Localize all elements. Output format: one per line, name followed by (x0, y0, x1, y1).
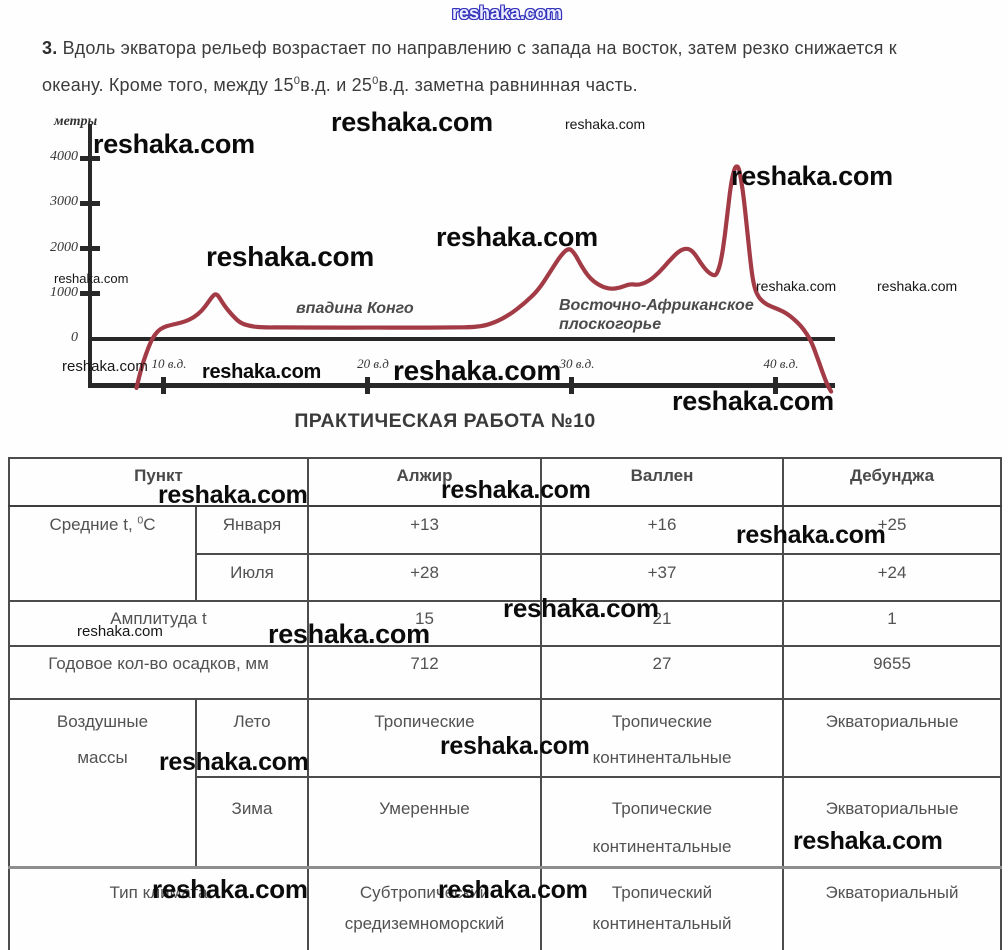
cell-value: Субтропический средиземноморский (307, 866, 542, 950)
annotation-east-african-plateau: Восточно-Африканское плоскогорье (559, 297, 754, 333)
cell-value: +24 (782, 553, 1002, 602)
y-tick-label: 4000 (50, 149, 78, 164)
table-row: Воздушные массы Лето Тропические Тропиче… (8, 698, 1002, 869)
y-axis-tick (80, 246, 100, 251)
watermark: reshaka.com (756, 278, 837, 294)
y-axis-tick (80, 291, 100, 297)
cell-value: +37 (540, 553, 784, 602)
header-vallen: Валлен (540, 457, 784, 507)
y-axis-tick (80, 155, 100, 161)
y-tick-label: 1000 (50, 284, 78, 300)
y-tick-label: 3000 (50, 194, 78, 210)
x-axis-tick (772, 377, 778, 394)
table-row: Зима Умеренные Тропические континентальн… (9, 776, 1002, 869)
cell-value: Экваториальные (782, 776, 1002, 869)
table-row: Июля +28 +37 +24 (9, 553, 1002, 602)
x-axis-tick (364, 377, 370, 394)
header-algiers: Алжир (307, 457, 542, 507)
cell-value: Экваториальные (782, 698, 1002, 778)
row-label-climate-type: Тип климата (8, 866, 309, 950)
y-axis-line (88, 124, 92, 388)
row-label-summer: Лето (195, 698, 309, 778)
cell-value: Тропические (307, 698, 542, 778)
table-row: Средние t, 0С Января +13 +16 +25 (8, 505, 1002, 602)
cell-value: Тропические континентальные (540, 776, 784, 869)
problem-number: 3. (42, 38, 58, 58)
cell-value: Экваториальный (782, 866, 1002, 950)
table-row: Тип климата Субтропический средиземномор… (8, 866, 1002, 950)
cell-value: +13 (307, 505, 542, 555)
row-label-amplitude: Амплитуда t (8, 600, 309, 647)
y-axis-tick (80, 200, 100, 206)
watermark: reshaka.com (731, 161, 893, 191)
annotation-congo-basin: впадина Конго (296, 300, 414, 317)
watermark: reshaka.com (565, 116, 646, 132)
avg-t-label: Средние t, 0С (8, 505, 197, 602)
relief-profile-line (134, 164, 834, 394)
watermark: reshaka.com (877, 278, 958, 294)
row-label-precipitation: Годовое кол-во осадков, мм (8, 645, 309, 700)
watermark: reshaka.com (206, 241, 374, 272)
cell-value: +25 (782, 505, 1002, 555)
header-debundzha: Дебунджа (782, 457, 1002, 507)
cell-value: +28 (307, 553, 542, 602)
cell-value: Тропические континентальные (540, 698, 784, 778)
problem-3-text: 3. Вдоль экватора рельеф возрастает по н… (42, 38, 897, 95)
climate-table: Пункт Алжир Валлен Дебунджа Средние t, 0… (8, 457, 1002, 950)
watermark: reshaka.com (202, 361, 321, 383)
y-tick-label: 2000 (50, 239, 78, 255)
table-row: Годовое кол-во осадков, мм 712 27 9655 (8, 645, 1002, 700)
x-tick-label: 10 в.д. (151, 356, 187, 371)
x-axis-tick (160, 377, 166, 394)
watermark: reshaka.com (436, 222, 598, 252)
y-axis-title: метры (54, 114, 98, 129)
zero-line (88, 337, 835, 341)
watermark: reshaka.com (452, 3, 563, 23)
cell-value: Тропический континентальный (540, 866, 784, 950)
cell-value: 1 (782, 600, 1002, 647)
table-row: Амплитуда t 15 21 1 (8, 600, 1002, 647)
x-tick-label: 40 в.д. (763, 356, 799, 371)
cell-value: 27 (540, 645, 784, 700)
x-tick-label: 20 в.д (357, 356, 389, 371)
row-label-winter: Зима (195, 776, 309, 869)
row-label-july: Июля (195, 553, 309, 602)
cell-value: 712 (307, 645, 542, 700)
y-tick-label: 0 (71, 330, 78, 345)
section-title: ПРАКТИЧЕСКАЯ РАБОТА №10 (294, 410, 596, 432)
x-axis-tick (568, 377, 574, 394)
cell-value: 21 (540, 600, 784, 647)
cell-value: +16 (540, 505, 784, 555)
watermark: reshaka.com (331, 107, 493, 137)
x-axis-line (88, 383, 835, 388)
row-label-january: Января (195, 505, 309, 555)
watermark: reshaka.com (93, 129, 255, 159)
cell-value: 9655 (782, 645, 1002, 700)
header-punkt: Пункт (8, 457, 309, 507)
cell-value: Умеренные (307, 776, 542, 869)
x-tick-label: 30 в.д. (559, 356, 595, 371)
cell-value: 15 (307, 600, 542, 647)
table-header-row: Пункт Алжир Валлен Дебунджа (8, 457, 1002, 507)
row-group-air-masses: Воздушные массы (8, 698, 197, 869)
